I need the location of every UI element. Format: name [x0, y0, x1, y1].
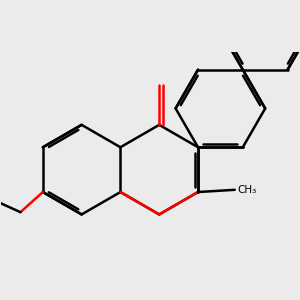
Text: CH₃: CH₃ — [237, 185, 256, 195]
